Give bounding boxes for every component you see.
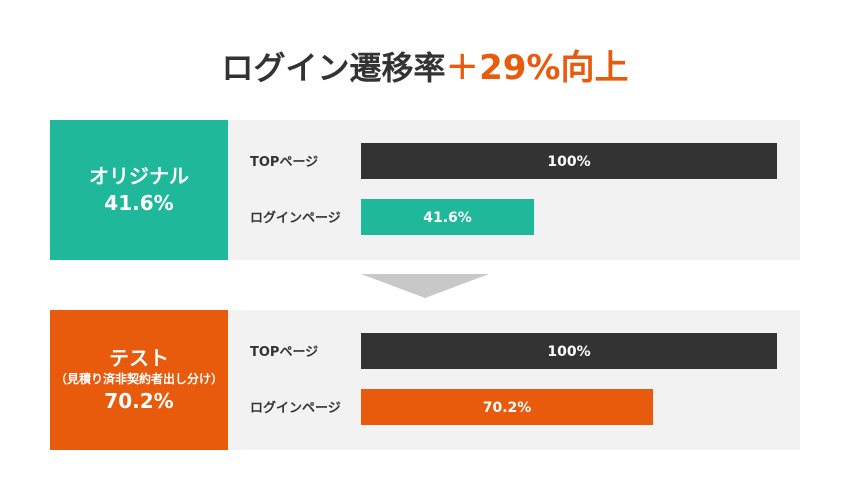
down-arrow-icon xyxy=(361,274,489,298)
original-bar-value-label: 100% xyxy=(547,154,590,170)
test-chart-area: TOPページ 100% ログインページ 70.2% xyxy=(228,310,800,450)
original-label-box: オリジナル 41.6% xyxy=(50,120,228,260)
original-category-label: ログインページ xyxy=(250,210,341,226)
original-category-label: TOPページ xyxy=(250,155,318,170)
test-bar xyxy=(361,389,654,425)
original-bar-value-label: 41.6% xyxy=(423,210,472,226)
original-bar-chart: TOPページ 100% ログインページ 41.6% xyxy=(250,143,777,235)
test-bar-value-label: 70.2% xyxy=(483,400,532,416)
test-bar-value-label: 100% xyxy=(547,344,590,360)
test-panel: テスト （見積り済非契約者出し分け） 70.2% TOPページ 100% ログインペ… xyxy=(50,310,800,450)
title-plus: + xyxy=(445,43,480,89)
test-category-label: ログインページ xyxy=(250,400,341,416)
title-highlight: 29%向上 xyxy=(479,48,629,88)
test-label-box: テスト （見積り済非契約者出し分け） 70.2% xyxy=(50,310,228,450)
test-rate: 70.2% xyxy=(104,389,174,413)
test-name: テスト xyxy=(109,346,169,370)
original-bar xyxy=(361,143,777,179)
page-title: ログイン遷移率+29%向上 xyxy=(0,36,850,96)
title-main: ログイン遷移率 xyxy=(221,49,446,87)
test-bar-chart: TOPページ 100% ログインページ 70.2% xyxy=(250,333,777,425)
original-rate: 41.6% xyxy=(104,191,174,215)
test-category-label: TOPページ xyxy=(250,345,318,360)
original-bar xyxy=(361,199,535,235)
original-panel: オリジナル 41.6% TOPページ 100% ログインページ 41.6% xyxy=(50,120,800,260)
original-chart-area: TOPページ 100% ログインページ 41.6% xyxy=(228,120,800,260)
test-sublabel: （見積り済非契約者出し分け） xyxy=(54,372,223,386)
original-name: オリジナル xyxy=(89,164,189,188)
test-bar xyxy=(361,333,777,369)
